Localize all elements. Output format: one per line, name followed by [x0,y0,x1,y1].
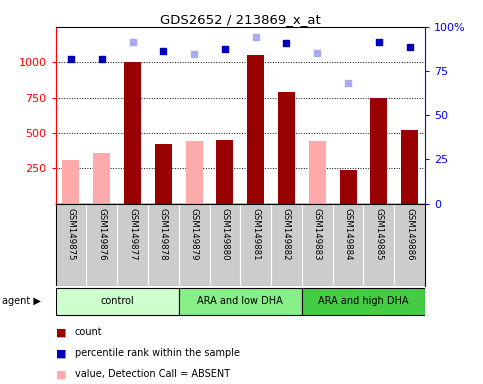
Text: GSM149881: GSM149881 [251,208,260,260]
Bar [278,92,295,204]
Bar [185,141,202,204]
Bar [247,55,264,204]
Point [67,56,75,63]
Text: agent ▶: agent ▶ [2,296,41,306]
Bar [302,288,425,315]
Point [221,46,229,53]
Point [190,51,198,58]
Point [283,40,290,46]
Text: GSM149878: GSM149878 [159,208,168,260]
Text: percentile rank within the sample: percentile rank within the sample [75,348,240,358]
Point [98,56,106,62]
Point [252,35,259,41]
Bar [93,153,110,204]
Bar [370,98,387,204]
Text: GSM149886: GSM149886 [405,208,414,260]
Point [406,44,413,50]
Text: GSM149880: GSM149880 [220,208,229,260]
Text: GSM149885: GSM149885 [374,208,384,260]
Title: GDS2652 / 213869_x_at: GDS2652 / 213869_x_at [160,13,321,26]
Text: value, Detection Call = ABSENT: value, Detection Call = ABSENT [75,369,230,379]
Text: count: count [75,327,102,337]
Point [128,39,136,45]
Bar [340,170,356,204]
Text: GSM149884: GSM149884 [343,208,353,260]
Bar [216,140,233,204]
Point [344,79,352,86]
Text: GSM149879: GSM149879 [190,208,199,260]
Bar [62,160,79,204]
Text: control: control [100,296,134,306]
Text: ■: ■ [56,369,66,379]
Text: GSM149883: GSM149883 [313,208,322,260]
Bar [401,130,418,204]
Text: ARA and low DHA: ARA and low DHA [198,296,283,306]
Bar [309,141,326,204]
Bar [179,288,302,315]
Text: GSM149875: GSM149875 [67,208,75,260]
Text: GSM149877: GSM149877 [128,208,137,260]
Bar [124,62,141,204]
Point [313,50,321,56]
Bar [56,288,179,315]
Text: ■: ■ [56,348,66,358]
Text: ■: ■ [56,327,66,337]
Text: GSM149882: GSM149882 [282,208,291,260]
Point [159,48,167,54]
Bar [155,144,172,204]
Text: ARA and high DHA: ARA and high DHA [318,296,409,306]
Point [375,39,383,45]
Text: GSM149876: GSM149876 [97,208,106,260]
